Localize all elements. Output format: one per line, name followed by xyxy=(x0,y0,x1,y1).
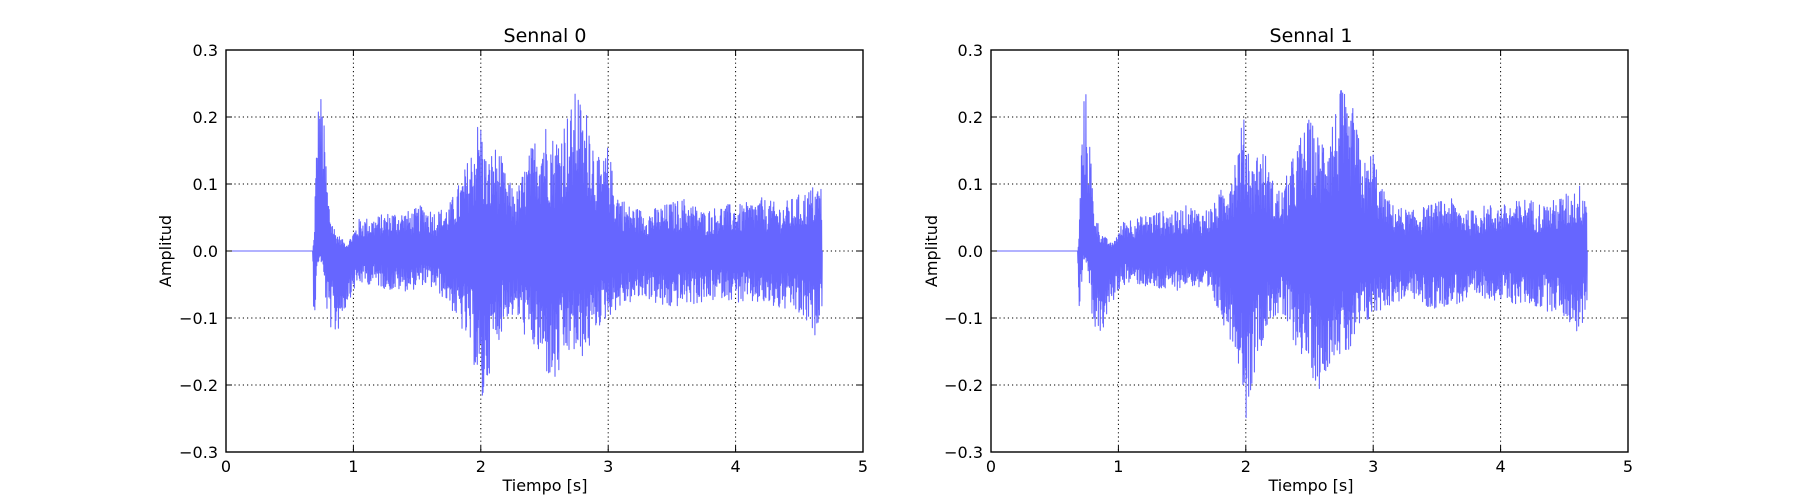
x-tick-label: 3 xyxy=(603,457,613,476)
subplot-sennal-0: Sennal 0 Tiempo [s] Amplitud 0 1 2 3 4 5 0.3 0.… xyxy=(156,25,868,495)
y-tick-label: −0.1 xyxy=(179,309,218,328)
subplot-sennal-1: Sennal 1 Tiempo [s] Amplitud 0 1 2 3 4 5 0.3 0.… xyxy=(922,25,1633,495)
x-tick-label: 5 xyxy=(1623,457,1633,476)
y-tick-label: 0.0 xyxy=(958,242,983,261)
y-tick-label: 0.3 xyxy=(193,41,218,60)
y-axis-label: Amplitud xyxy=(156,215,175,287)
y-tick-label: 0.2 xyxy=(193,108,218,127)
x-tick-label: 5 xyxy=(858,457,868,476)
y-tick-label: −0.2 xyxy=(179,376,218,395)
x-tick-label: 1 xyxy=(348,457,358,476)
x-tick-label: 0 xyxy=(221,457,231,476)
x-tick-label: 4 xyxy=(1496,457,1506,476)
y-tick-label: −0.3 xyxy=(179,443,218,462)
x-tick-label: 3 xyxy=(1368,457,1378,476)
y-tick-label: 0.2 xyxy=(958,108,983,127)
y-tick-label: 0.0 xyxy=(193,242,218,261)
signal-trace xyxy=(991,90,1588,419)
y-tick-label: 0.3 xyxy=(958,41,983,60)
x-tick-label: 1 xyxy=(1113,457,1123,476)
y-tick-label: 0.1 xyxy=(193,175,218,194)
x-axis-label: Tiempo [s] xyxy=(1267,476,1353,495)
y-axis-label: Amplitud xyxy=(922,215,941,287)
y-tick-label: −0.1 xyxy=(944,309,983,328)
y-tick-label: 0.1 xyxy=(958,175,983,194)
y-tick-label: −0.3 xyxy=(944,443,983,462)
signal-trace xyxy=(226,93,823,396)
x-tick-label: 2 xyxy=(476,457,486,476)
y-tick-label: −0.2 xyxy=(944,376,983,395)
x-axis-label: Tiempo [s] xyxy=(501,476,587,495)
x-tick-label: 4 xyxy=(731,457,741,476)
chart-title: Sennal 0 xyxy=(504,25,587,47)
x-tick-label: 2 xyxy=(1241,457,1251,476)
x-tick-label: 0 xyxy=(986,457,996,476)
chart-title: Sennal 1 xyxy=(1270,25,1353,47)
